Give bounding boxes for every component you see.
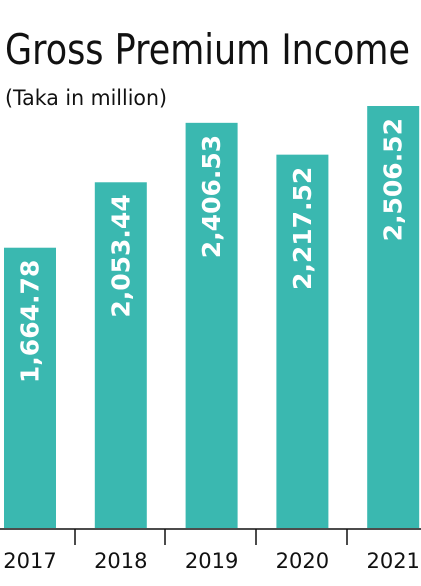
bar	[4, 247, 56, 528]
x-tick-label: 2020	[276, 549, 329, 573]
bar	[367, 106, 420, 528]
bar	[185, 122, 238, 528]
value-label: 2,217.52	[288, 167, 317, 290]
value-label: 1,664.78	[16, 260, 45, 383]
x-tick-label: 2017	[3, 549, 56, 573]
bar	[276, 154, 329, 528]
x-tick-label: 2018	[94, 549, 147, 573]
chart-subtitle: (Taka in million)	[5, 86, 167, 110]
separator-ticks	[74, 529, 348, 545]
x-tick-label: 2021	[366, 549, 419, 573]
chart-title: Gross Premium Income	[5, 25, 410, 74]
bar	[94, 182, 147, 529]
value-label: 2,506.52	[379, 118, 408, 241]
value-label: 2,053.44	[106, 194, 135, 317]
value-label: 2,406.53	[197, 135, 226, 258]
x-tick-label: 2019	[185, 549, 238, 573]
